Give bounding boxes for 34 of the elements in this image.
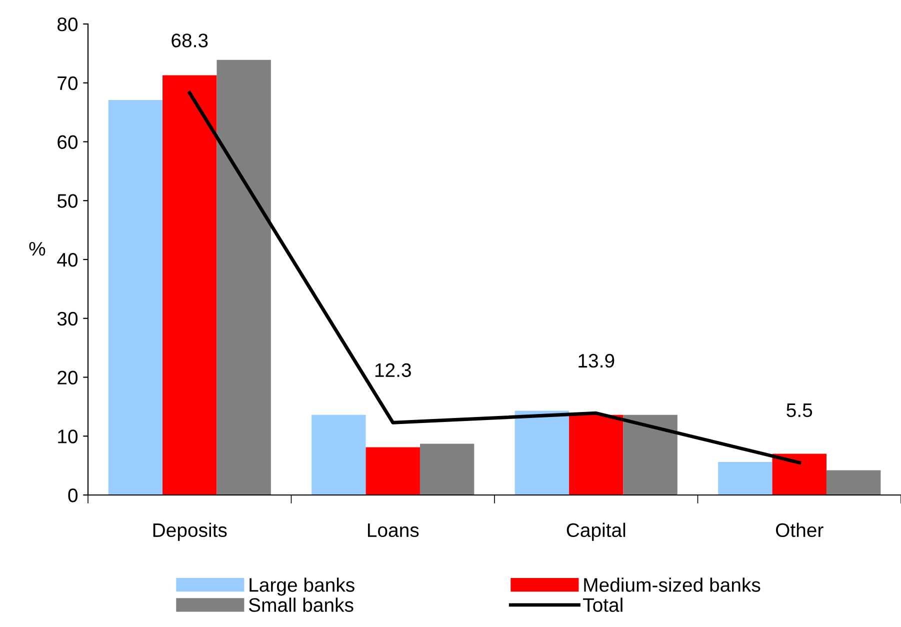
x-tick-label: Loans (368, 523, 419, 538)
bar (514, 410, 570, 495)
y-tick-label: 30 (57, 312, 78, 326)
y-tick-label: 60 (58, 135, 78, 149)
y-tick-label: 20 (58, 370, 78, 384)
bar (162, 75, 217, 495)
y-tick-label: 70 (58, 76, 78, 90)
y-tick-label: 80 (57, 17, 78, 32)
bar (420, 444, 474, 495)
legend-label: Small banks (248, 598, 354, 612)
bar (623, 414, 678, 495)
bar (772, 454, 826, 495)
y-tick-label: 50 (57, 194, 78, 208)
data-label: 5.5 (786, 404, 812, 418)
bar (312, 414, 366, 495)
bar (569, 414, 624, 495)
y-tick-label: 0 (68, 488, 78, 502)
bar (108, 100, 163, 495)
bar (718, 462, 772, 495)
bar (216, 60, 271, 495)
x-tick-label: Capital (566, 522, 626, 541)
data-label: 13.9 (578, 354, 614, 368)
legend-label: Large banks (250, 578, 354, 596)
legend-label: Medium-sized banks (584, 578, 760, 592)
x-tick-label: Other (776, 522, 824, 538)
y-tick-label: 40 (57, 252, 78, 267)
bar (826, 470, 881, 495)
x-tick-label: Deposits (153, 522, 227, 541)
data-label: 12.3 (375, 363, 411, 378)
y-axis-title: % (29, 242, 46, 256)
data-label: 68.3 (172, 34, 208, 48)
legend-label: Total (583, 598, 622, 612)
bar (366, 447, 420, 495)
y-tick-label: 10 (58, 430, 78, 444)
